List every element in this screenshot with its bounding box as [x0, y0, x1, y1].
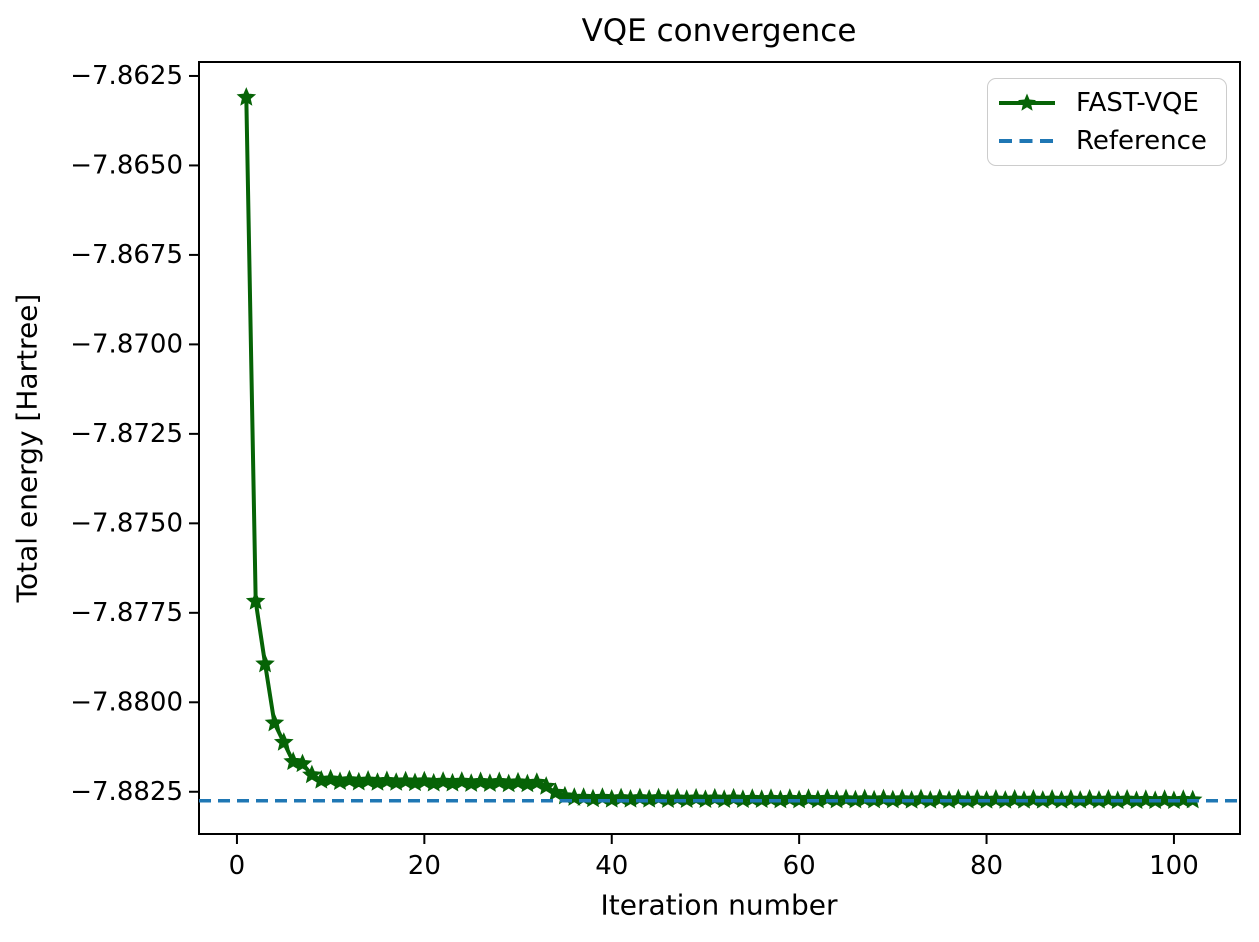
y-tick-label: −7.8625 [70, 61, 183, 91]
x-axis-label: Iteration number [601, 889, 838, 922]
chart-title: VQE convergence [582, 13, 857, 49]
axes-spines [198, 61, 1241, 835]
data-series-layer [199, 87, 1240, 810]
legend-star-icon [1018, 93, 1036, 112]
y-tick-label: −7.8725 [70, 419, 183, 449]
fast-vqe-star-markers [236, 87, 1203, 810]
x-tick-label: 20 [408, 851, 441, 881]
y-tick-label: −7.8775 [70, 598, 183, 628]
x-tick-label: 0 [229, 851, 246, 881]
legend-item-reference: Reference [996, 126, 1216, 156]
x-tick-label: 80 [970, 851, 1003, 881]
legend-sample-line-with-star-icon [999, 93, 1055, 112]
y-tick-label: −7.8650 [70, 150, 183, 180]
legend-item-fast-vqe: FAST-VQE [996, 88, 1216, 118]
y-tick-label: −7.8675 [70, 240, 183, 270]
legend-sample-dashed-line-icon [999, 138, 1055, 143]
y-tick-label: −7.8825 [70, 777, 183, 807]
y-tick-label: −7.8800 [70, 687, 183, 717]
fast-vqe-line [244, 95, 1195, 803]
axes-layer: 0 20 40 60 80 100 −7.8625 −7.8650 −7.8675 −7.8700… [70, 61, 1241, 881]
legend-box: FAST-VQE Reference [987, 78, 1227, 166]
x-tick-label: 100 [1149, 851, 1199, 881]
legend-label-reference: Reference [1076, 125, 1207, 156]
y-axis-label: Total energy [Hartree] [11, 294, 44, 604]
legend-label-fast-vqe: FAST-VQE [1076, 88, 1199, 119]
x-tick-label: 60 [783, 851, 816, 881]
x-tick-label: 40 [595, 851, 628, 881]
y-tick-label: −7.8700 [70, 329, 183, 359]
y-tick-label: −7.8750 [70, 508, 183, 538]
